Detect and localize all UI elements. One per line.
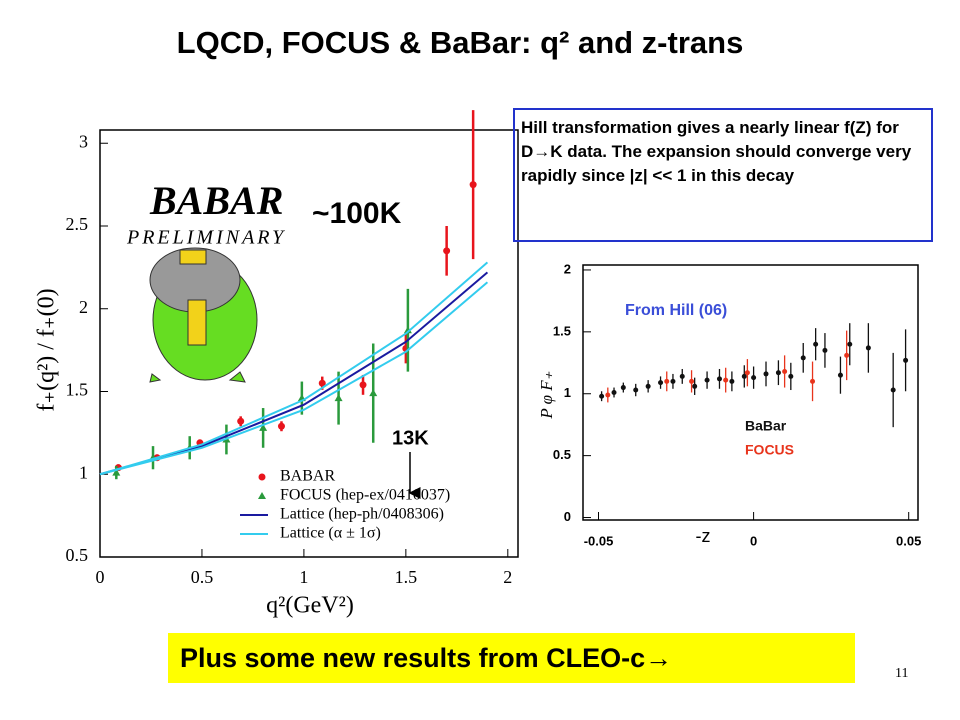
marker [692, 383, 698, 389]
marker [112, 468, 121, 476]
marker [810, 378, 816, 384]
y-tick-label: 1 [79, 462, 88, 482]
line-series [99, 271, 489, 476]
x-tick-label: 0 [750, 533, 757, 548]
plot-frame [99, 129, 519, 558]
footer-box: Plus some new results from CLEO-c→ [168, 633, 855, 683]
line-series [99, 281, 489, 476]
marker [679, 373, 685, 379]
line-series [99, 261, 489, 476]
marker [741, 373, 747, 379]
marker [334, 394, 343, 402]
legend-label: Lattice (hep-ph/0408306) [280, 506, 444, 523]
annotation: From Hill (06) [625, 302, 727, 319]
marker [318, 379, 326, 387]
legend-label: FOCUS (hep-ex/0410037) [280, 487, 450, 504]
logo-subtitle: PRELIMINARY [126, 227, 286, 249]
marker [844, 352, 850, 358]
y-tick-label: 0 [564, 509, 571, 524]
marker [237, 417, 245, 425]
marker [670, 378, 676, 384]
marker [788, 373, 794, 379]
marker [822, 347, 828, 353]
legend-marker [258, 473, 266, 481]
x-tick-label: -0.05 [584, 533, 614, 548]
marker [658, 380, 664, 386]
x-tick-label: 1 [299, 567, 308, 587]
marker [744, 370, 750, 376]
marker [751, 375, 757, 381]
x-axis-label: -z [696, 526, 711, 546]
y-tick-label: 0.5 [553, 447, 571, 462]
marker [620, 385, 626, 391]
x-tick-label: 0.05 [896, 533, 921, 548]
y-axis-label: f₊(q²) / f₊(0) [34, 288, 60, 411]
annotation: 13K [392, 427, 429, 449]
marker [611, 390, 617, 395]
marker [359, 381, 367, 389]
legend-label: BABAR [280, 468, 335, 485]
marker [689, 378, 695, 384]
page-number: 11 [895, 666, 909, 681]
y-tick-label: 2.5 [66, 214, 89, 234]
y-tick-label: 2 [564, 261, 571, 276]
marker [443, 247, 451, 255]
logo-title: BABAR [149, 178, 283, 223]
y-tick-label: 1 [564, 385, 571, 400]
marker [837, 372, 843, 378]
marker [729, 378, 735, 384]
marker [645, 383, 651, 389]
y-tick-label: 1.5 [553, 323, 571, 338]
y-tick-label: 1.5 [66, 380, 89, 400]
note-box: Hill transformation gives a nearly linea… [513, 108, 933, 242]
marker [259, 423, 268, 431]
marker [716, 376, 722, 382]
marker [403, 326, 412, 334]
marker [800, 355, 806, 361]
marker [775, 370, 781, 376]
x-tick-label: 1.5 [395, 567, 418, 587]
marker [903, 357, 909, 363]
marker [664, 378, 670, 384]
legend-label: FOCUS [745, 442, 794, 458]
marker [704, 377, 710, 383]
marker [813, 341, 819, 347]
y-axis-label: P φ F₊ [537, 371, 556, 419]
marker [847, 341, 853, 347]
legend-label: Lattice (α ± 1σ) [280, 525, 381, 542]
marker [599, 393, 605, 399]
marker [369, 389, 378, 397]
marker [605, 392, 611, 398]
marker [865, 345, 871, 351]
x-tick-label: 0 [96, 567, 105, 587]
marker [782, 368, 788, 374]
marker [723, 377, 729, 383]
plot-frame [582, 264, 919, 521]
annotation: ~100K [312, 197, 402, 230]
x-tick-label: 2 [503, 567, 512, 587]
marker [633, 387, 639, 393]
marker [763, 371, 769, 377]
y-tick-label: 3 [79, 131, 88, 151]
y-tick-label: 0.5 [66, 545, 89, 565]
marker [890, 387, 896, 393]
legend-label: BaBar [745, 418, 787, 434]
y-tick-label: 2 [79, 297, 88, 317]
x-tick-label: 0.5 [191, 567, 214, 587]
legend-marker [258, 492, 266, 499]
x-axis-label: q²(GeV²) [266, 593, 354, 619]
mascot [149, 247, 258, 383]
marker [277, 422, 285, 430]
slide-title: LQCD, FOCUS & BaBar: q² and z-trans [177, 25, 744, 60]
marker [469, 181, 477, 189]
